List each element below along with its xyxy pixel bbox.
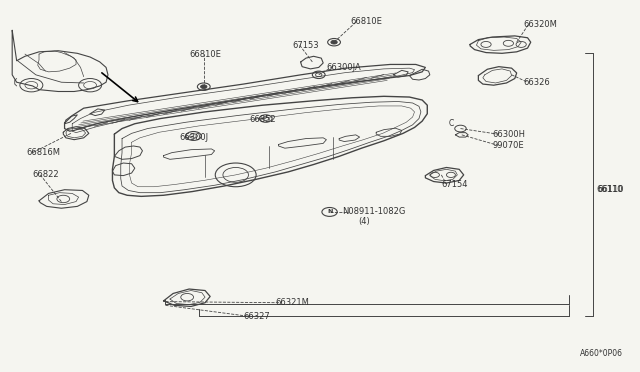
Text: 67153: 67153 <box>292 41 319 50</box>
Text: 66300H: 66300H <box>492 129 525 139</box>
Circle shape <box>331 40 337 44</box>
Text: 66110: 66110 <box>596 185 622 194</box>
Text: 66852: 66852 <box>250 115 276 124</box>
Text: A660*0P06: A660*0P06 <box>580 349 623 358</box>
Text: 66822: 66822 <box>33 170 60 179</box>
Text: N08911-1082G: N08911-1082G <box>342 208 406 217</box>
Text: C: C <box>448 119 454 128</box>
Text: 66300JA: 66300JA <box>326 63 361 72</box>
Text: 66810E: 66810E <box>351 17 383 26</box>
Text: 66110: 66110 <box>598 185 624 194</box>
Text: (4): (4) <box>358 217 370 226</box>
Text: 66300J: 66300J <box>179 133 209 142</box>
Circle shape <box>200 85 207 89</box>
Text: 66326: 66326 <box>523 78 550 87</box>
Text: 66327: 66327 <box>243 312 270 321</box>
Text: 66320M: 66320M <box>523 20 557 29</box>
Text: 66816M: 66816M <box>26 148 60 157</box>
Text: N: N <box>327 209 332 214</box>
Text: 99070E: 99070E <box>492 141 524 150</box>
Text: 67154: 67154 <box>442 180 468 189</box>
Text: 66810E: 66810E <box>189 50 221 59</box>
Circle shape <box>455 125 467 132</box>
Text: 66321M: 66321M <box>275 298 309 307</box>
